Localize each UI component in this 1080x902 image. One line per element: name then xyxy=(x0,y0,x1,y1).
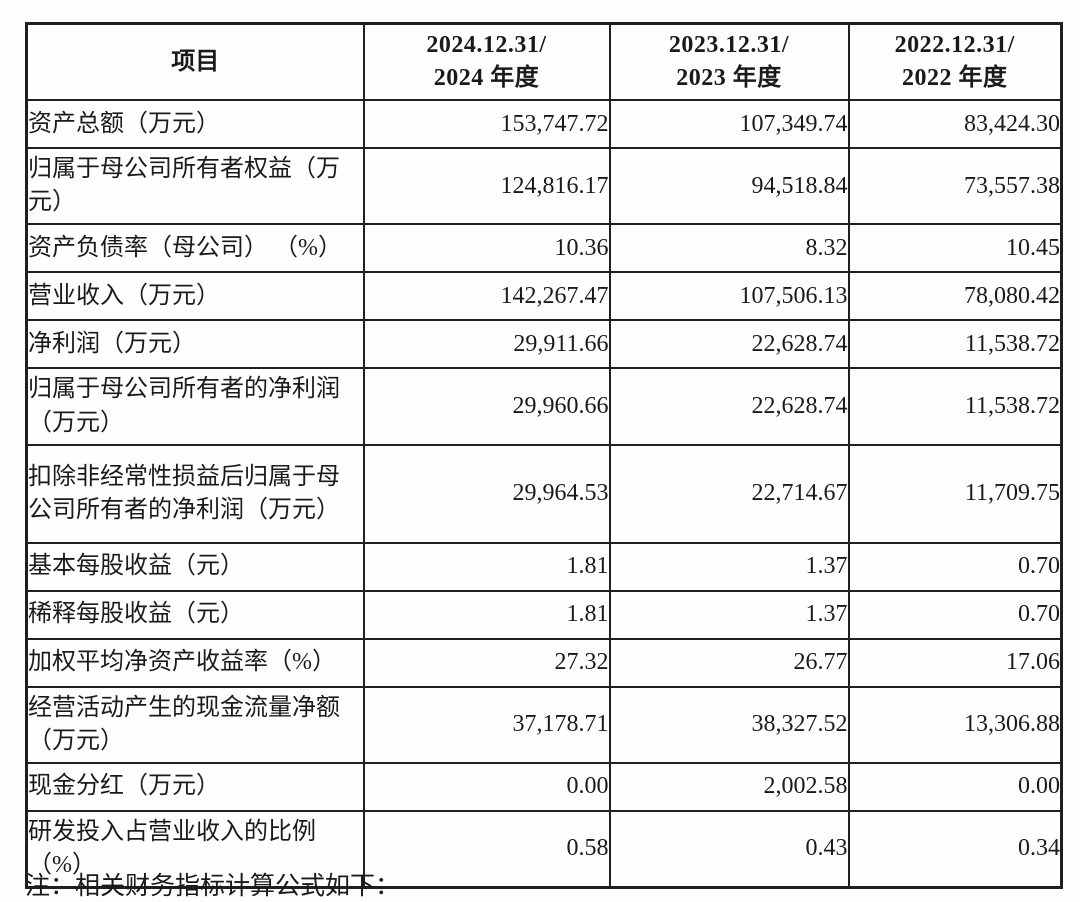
financial-indicators-table: 项目 2024.12.31/ 2024 年度 2023.12.31/ 2023 … xyxy=(25,22,1063,890)
row-label: 研发投入占营业收入的比例（%） xyxy=(25,809,365,889)
value-2022: 0.34 xyxy=(847,809,1063,889)
value-2024: 29,964.53 xyxy=(362,443,611,544)
value-2022: 10.45 xyxy=(847,223,1063,274)
value-2022: 0.70 xyxy=(847,541,1063,592)
value-2024: 124,816.17 xyxy=(362,147,611,226)
table-row: 经营活动产生的现金流量净额（万元） 37,178.71 38,327.52 13… xyxy=(25,685,1063,764)
value-2022: 73,557.38 xyxy=(847,147,1063,226)
row-label: 归属于母公司所有者权益（万元） xyxy=(25,147,365,226)
value-2023: 107,506.13 xyxy=(608,271,850,322)
value-2023: 0.43 xyxy=(608,809,850,889)
financial-summary-table: 项目 2024.12.31/ 2024 年度 2023.12.31/ 2023 … xyxy=(25,22,1063,890)
table-row: 资产负债率（母公司） （%） 10.36 8.32 10.45 xyxy=(25,223,1063,274)
value-2022: 78,080.42 xyxy=(847,271,1063,322)
value-2023: 26.77 xyxy=(608,637,850,688)
value-2022: 0.70 xyxy=(847,589,1063,640)
value-2024: 0.00 xyxy=(362,761,611,812)
header-period-2022: 2022.12.31/ 2022 年度 xyxy=(847,22,1063,102)
value-2023: 94,518.84 xyxy=(608,147,850,226)
value-2023: 1.37 xyxy=(608,589,850,640)
value-2023: 107,349.74 xyxy=(608,99,850,150)
value-2023: 22,628.74 xyxy=(608,319,850,370)
row-label: 净利润（万元） xyxy=(25,319,365,370)
table-row: 归属于母公司所有者权益（万元） 124,816.17 94,518.84 73,… xyxy=(25,147,1063,226)
value-2024: 29,960.66 xyxy=(362,367,611,446)
value-2024: 1.81 xyxy=(362,589,611,640)
value-2022: 11,538.72 xyxy=(847,367,1063,446)
table-row: 稀释每股收益（元） 1.81 1.37 0.70 xyxy=(25,589,1063,640)
value-2023: 1.37 xyxy=(608,541,850,592)
row-label: 归属于母公司所有者的净利润（万元） xyxy=(25,367,365,446)
table-row: 加权平均净资产收益率（%） 27.32 26.77 17.06 xyxy=(25,637,1063,688)
value-2022: 17.06 xyxy=(847,637,1063,688)
value-2022: 11,709.75 xyxy=(847,443,1063,544)
row-label: 资产总额（万元） xyxy=(25,99,365,150)
value-2023: 22,628.74 xyxy=(608,367,850,446)
value-2024: 27.32 xyxy=(362,637,611,688)
row-label: 扣除非经常性损益后归属于母公司所有者的净利润（万元） xyxy=(25,443,365,544)
value-2022: 11,538.72 xyxy=(847,319,1063,370)
table-row: 资产总额（万元） 153,747.72 107,349.74 83,424.30 xyxy=(25,99,1063,150)
value-2024: 142,267.47 xyxy=(362,271,611,322)
value-2024: 0.58 xyxy=(362,809,611,889)
value-2023: 38,327.52 xyxy=(608,685,850,764)
table-row: 基本每股收益（元） 1.81 1.37 0.70 xyxy=(25,541,1063,592)
row-label: 现金分红（万元） xyxy=(25,761,365,812)
value-2022: 83,424.30 xyxy=(847,99,1063,150)
header-period-2023: 2023.12.31/ 2023 年度 xyxy=(608,22,850,102)
footnote-text: 注：相关财务指标计算公式如下： xyxy=(25,873,401,900)
row-label: 资产负债率（母公司） （%） xyxy=(25,223,365,274)
table-row: 营业收入（万元） 142,267.47 107,506.13 78,080.42 xyxy=(25,271,1063,322)
row-label: 经营活动产生的现金流量净额（万元） xyxy=(25,685,365,764)
row-label: 基本每股收益（元） xyxy=(25,541,365,592)
value-2024: 37,178.71 xyxy=(362,685,611,764)
value-2024: 29,911.66 xyxy=(362,319,611,370)
table-row: 归属于母公司所有者的净利润（万元） 29,960.66 22,628.74 11… xyxy=(25,367,1063,446)
header-item: 项目 xyxy=(25,22,365,102)
header-period-2024: 2024.12.31/ 2024 年度 xyxy=(362,22,611,102)
value-2024: 153,747.72 xyxy=(362,99,611,150)
table-header-row: 项目 2024.12.31/ 2024 年度 2023.12.31/ 2023 … xyxy=(25,22,1063,102)
value-2022: 0.00 xyxy=(847,761,1063,812)
value-2024: 1.81 xyxy=(362,541,611,592)
table-row: 扣除非经常性损益后归属于母公司所有者的净利润（万元） 29,964.53 22,… xyxy=(25,443,1063,544)
value-2024: 10.36 xyxy=(362,223,611,274)
table-row: 净利润（万元） 29,911.66 22,628.74 11,538.72 xyxy=(25,319,1063,370)
table-row: 研发投入占营业收入的比例（%） 0.58 0.43 0.34 xyxy=(25,809,1063,889)
value-2023: 8.32 xyxy=(608,223,850,274)
value-2023: 22,714.67 xyxy=(608,443,850,544)
value-2023: 2,002.58 xyxy=(608,761,850,812)
row-label: 加权平均净资产收益率（%） xyxy=(25,637,365,688)
row-label: 稀释每股收益（元） xyxy=(25,589,365,640)
row-label: 营业收入（万元） xyxy=(25,271,365,322)
value-2022: 13,306.88 xyxy=(847,685,1063,764)
table-row: 现金分红（万元） 0.00 2,002.58 0.00 xyxy=(25,761,1063,812)
